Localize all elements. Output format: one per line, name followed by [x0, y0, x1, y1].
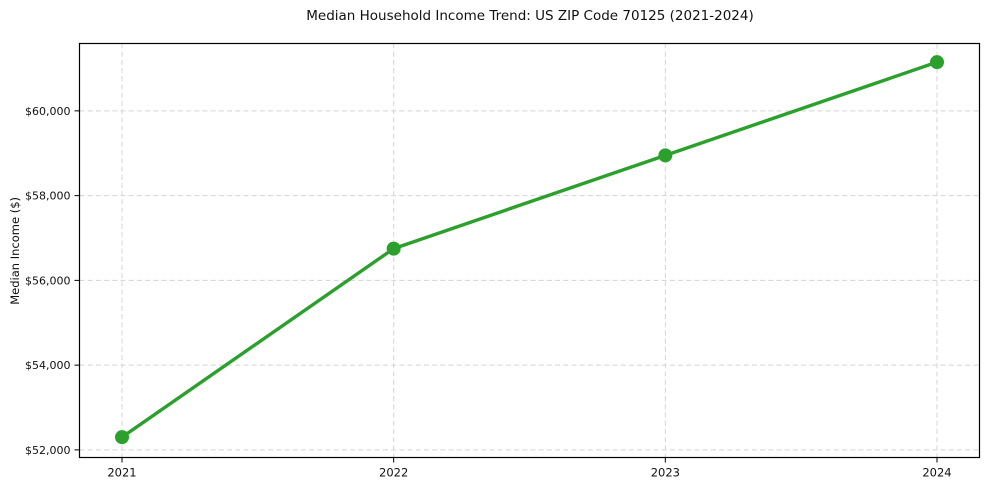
y-tick-label: $60,000 [25, 105, 71, 118]
data-point [386, 241, 401, 256]
y-tick-label: $54,000 [25, 359, 71, 372]
y-tick-label: $52,000 [25, 444, 71, 457]
trend-line [120, 60, 939, 439]
x-tick-label: 2024 [922, 466, 951, 480]
chart-title: Median Household Income Trend: US ZIP Co… [306, 8, 754, 24]
x-tick-label: 2021 [107, 466, 136, 480]
x-tick-label: 2022 [379, 466, 408, 480]
x-tick-label: 2023 [651, 466, 680, 480]
data-point [658, 148, 673, 163]
data-point [115, 430, 129, 445]
y-tick-label: $56,000 [25, 274, 71, 287]
data-point [930, 55, 944, 70]
y-tick-label: $58,000 [25, 190, 71, 203]
plot-border [78, 42, 981, 459]
